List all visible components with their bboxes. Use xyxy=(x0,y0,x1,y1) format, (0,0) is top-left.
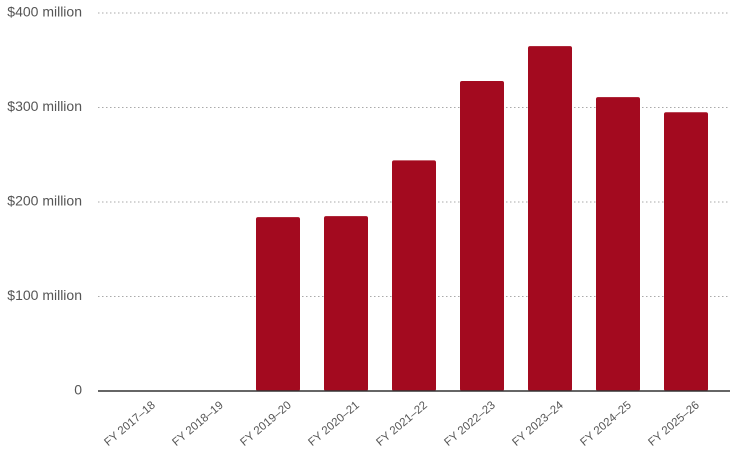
y-tick-label: 0 xyxy=(74,382,82,398)
x-tick-label: FY 2023–24 xyxy=(510,399,566,449)
bar xyxy=(392,160,436,391)
y-tick-label: $200 million xyxy=(7,193,82,209)
bar xyxy=(596,97,640,391)
y-tick-label: $300 million xyxy=(7,98,82,114)
x-tick-label: FY 2022–23 xyxy=(442,399,498,448)
y-tick-label: $100 million xyxy=(7,287,82,303)
x-tick-label: FY 2017–18 xyxy=(102,399,158,448)
x-tick-label: FY 2020–21 xyxy=(306,399,362,448)
x-tick-label: FY 2021–22 xyxy=(374,399,430,448)
y-tick-label: $400 million xyxy=(7,4,82,20)
bar xyxy=(664,112,708,391)
x-tick-label: FY 2024–25 xyxy=(578,399,634,448)
x-tick-label: FY 2018–19 xyxy=(170,399,226,448)
x-tick-label: FY 2019–20 xyxy=(238,399,294,448)
bar xyxy=(324,216,368,391)
x-tick-label: FY 2025–26 xyxy=(646,399,702,448)
bar xyxy=(528,46,572,391)
bar xyxy=(256,217,300,391)
bar xyxy=(460,81,504,391)
